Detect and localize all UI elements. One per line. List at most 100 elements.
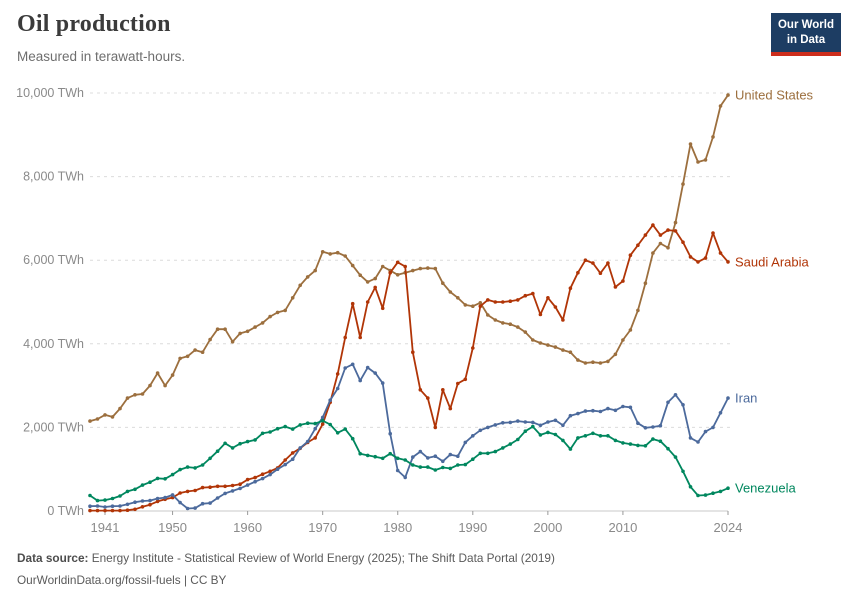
data-point[interactable] — [118, 406, 122, 411]
data-point[interactable] — [523, 429, 528, 434]
data-point[interactable] — [583, 409, 588, 413]
data-point[interactable] — [95, 417, 100, 421]
data-point[interactable] — [343, 366, 348, 370]
data-point[interactable] — [561, 423, 565, 428]
data-point[interactable] — [418, 388, 423, 392]
data-point[interactable] — [703, 256, 708, 260]
data-point[interactable] — [583, 434, 588, 438]
data-point[interactable] — [298, 283, 303, 288]
data-point[interactable] — [245, 329, 250, 334]
data-point[interactable] — [658, 439, 663, 444]
data-point[interactable] — [215, 449, 220, 454]
data-point[interactable] — [703, 493, 708, 497]
data-point[interactable] — [606, 359, 610, 364]
data-point[interactable] — [463, 377, 468, 382]
data-point[interactable] — [703, 158, 708, 162]
data-point[interactable] — [403, 458, 408, 462]
data-point[interactable] — [193, 466, 197, 470]
data-point[interactable] — [568, 447, 573, 451]
data-point[interactable] — [110, 415, 115, 419]
data-point[interactable] — [290, 427, 295, 431]
data-point[interactable] — [290, 296, 295, 300]
data-point[interactable] — [523, 420, 528, 424]
data-point[interactable] — [411, 350, 415, 355]
data-point[interactable] — [561, 438, 565, 443]
data-point[interactable] — [163, 477, 167, 481]
line-iran[interactable] — [89, 363, 729, 510]
data-point[interactable] — [208, 456, 212, 461]
data-point[interactable] — [223, 441, 227, 446]
data-point[interactable] — [718, 411, 723, 415]
data-point[interactable] — [238, 331, 242, 336]
data-point[interactable] — [260, 476, 265, 481]
data-point[interactable] — [148, 383, 152, 388]
data-point[interactable] — [335, 431, 340, 435]
data-point[interactable] — [350, 301, 355, 306]
data-point[interactable] — [613, 408, 618, 413]
data-point[interactable] — [230, 446, 235, 450]
data-point[interactable] — [418, 465, 423, 469]
data-point[interactable] — [313, 421, 318, 426]
data-point[interactable] — [666, 228, 670, 232]
data-point[interactable] — [103, 508, 107, 513]
owid-logo[interactable]: Our World in Data — [770, 13, 841, 56]
data-point[interactable] — [320, 418, 325, 423]
data-point[interactable] — [290, 451, 295, 455]
data-point[interactable] — [523, 293, 528, 298]
data-point[interactable] — [140, 483, 145, 487]
data-point[interactable] — [463, 462, 468, 467]
data-point[interactable] — [441, 465, 445, 470]
data-point[interactable] — [253, 479, 257, 484]
data-point[interactable] — [658, 233, 663, 237]
data-point[interactable] — [576, 436, 580, 440]
data-point[interactable] — [463, 303, 468, 307]
data-point[interactable] — [508, 299, 513, 304]
data-point[interactable] — [688, 436, 693, 440]
data-point[interactable] — [478, 451, 483, 456]
data-point[interactable] — [170, 493, 175, 497]
data-point[interactable] — [260, 472, 265, 477]
data-point[interactable] — [185, 506, 190, 511]
data-point[interactable] — [471, 457, 475, 462]
data-point[interactable] — [373, 276, 378, 281]
data-point[interactable] — [395, 260, 400, 265]
data-point[interactable] — [260, 321, 265, 325]
data-point[interactable] — [463, 440, 468, 445]
line-united-states[interactable] — [89, 94, 729, 423]
data-point[interactable] — [118, 508, 122, 513]
data-point[interactable] — [568, 413, 573, 418]
series-label-saudi-arabia[interactable]: Saudi Arabia — [735, 254, 809, 269]
data-point[interactable] — [365, 453, 370, 458]
data-point[interactable] — [358, 451, 363, 456]
data-point[interactable] — [155, 476, 160, 481]
series-label-venezuela[interactable]: Venezuela — [735, 481, 796, 496]
data-point[interactable] — [403, 264, 408, 269]
data-point[interactable] — [681, 240, 685, 244]
data-point[interactable] — [493, 449, 498, 454]
data-point[interactable] — [666, 446, 670, 451]
data-point[interactable] — [433, 454, 438, 459]
data-point[interactable] — [125, 502, 130, 507]
data-point[interactable] — [666, 245, 670, 250]
data-point[interactable] — [688, 142, 693, 146]
data-point[interactable] — [110, 508, 115, 513]
data-point[interactable] — [343, 254, 348, 258]
data-point[interactable] — [681, 182, 685, 186]
data-point[interactable] — [553, 345, 558, 349]
data-point[interactable] — [170, 472, 175, 477]
data-point[interactable] — [673, 393, 678, 397]
data-point[interactable] — [673, 229, 678, 233]
data-point[interactable] — [636, 308, 640, 313]
data-point[interactable] — [718, 489, 723, 494]
data-point[interactable] — [208, 501, 212, 505]
data-point[interactable] — [433, 425, 438, 430]
data-point[interactable] — [148, 502, 152, 507]
data-point[interactable] — [681, 469, 685, 474]
data-point[interactable] — [223, 327, 227, 332]
data-point[interactable] — [118, 504, 122, 508]
data-point[interactable] — [268, 430, 272, 434]
data-point[interactable] — [426, 266, 430, 270]
data-point[interactable] — [88, 493, 92, 498]
data-point[interactable] — [163, 495, 167, 500]
data-point[interactable] — [380, 456, 385, 461]
